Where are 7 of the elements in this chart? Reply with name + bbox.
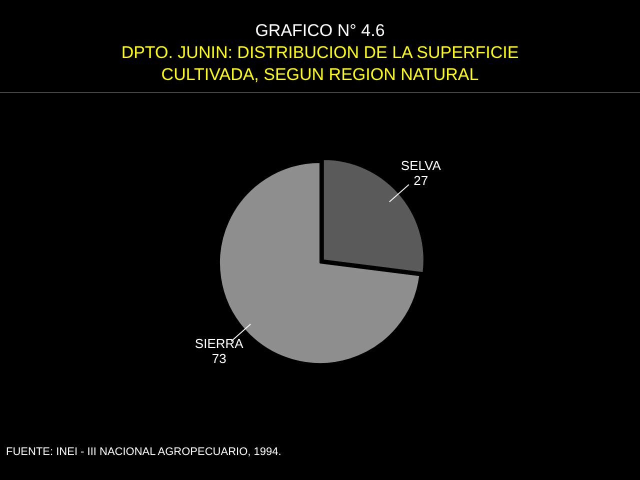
slice-label: SIERRA — [194, 336, 244, 351]
slice-label: SELVA — [400, 158, 442, 174]
chart-subtitle: DPTO. JUNIN: DISTRIBUCION DE LA SUPERFICIE CULTIVADA, SEGUN REGION NATURAL — [120, 42, 520, 86]
source-note: FUENTE: INEI - III NACIONAL AGROPECUARIO, 1994. — [6, 446, 282, 458]
chart-title: GRAFICO N° 4.6 — [254, 20, 386, 42]
data-label: 73 — [212, 350, 226, 366]
data-label: 27 — [414, 173, 428, 188]
